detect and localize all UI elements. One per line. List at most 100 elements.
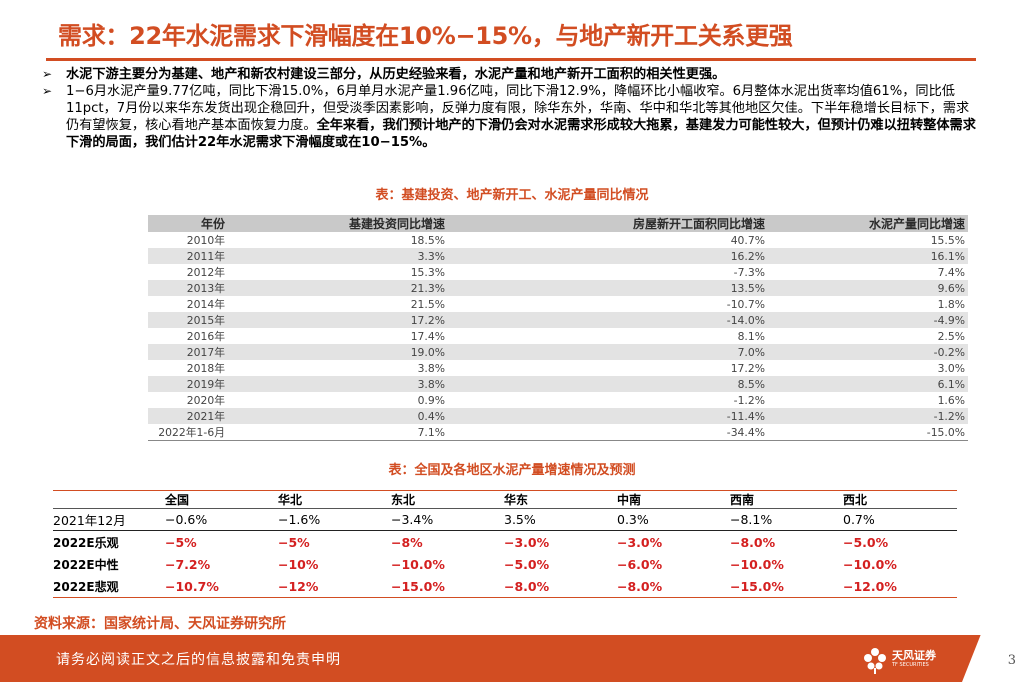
flower-logo-icon bbox=[864, 648, 886, 674]
table-row: 2018年 3.8% 17.2% 3.0% bbox=[148, 360, 968, 376]
housing-cell: -34.4% bbox=[448, 424, 768, 441]
row-label: 2022E乐观 bbox=[53, 535, 119, 550]
table-row: 2019年 3.8% 8.5% 6.1% bbox=[148, 376, 968, 392]
year-cell: 2022年1-6月 bbox=[148, 424, 228, 441]
column-header: 基建投资同比增速 bbox=[228, 215, 448, 232]
bullet-item: ➢ 1−6月水泥产量9.77亿吨，同比下滑15.0%，6月单月水泥产量1.96亿… bbox=[42, 83, 982, 151]
infra-cell: 0.4% bbox=[228, 408, 448, 424]
row-label: 2022E中性 bbox=[53, 557, 119, 572]
table-row: 2011年 3.3% 16.2% 16.1% bbox=[148, 248, 968, 264]
cement-cell: 1.8% bbox=[937, 297, 965, 311]
cement-cell: 7.4% bbox=[937, 265, 965, 279]
value-cell: −7.2% bbox=[165, 556, 211, 572]
value-cell: −8.1% bbox=[730, 508, 843, 531]
housing-cell: 16.2% bbox=[448, 248, 768, 264]
housing-cell: -10.7% bbox=[726, 297, 765, 311]
page-title: 需求：22年水泥需求下滑幅度在10%−15%，与地产新开工关系更强 bbox=[58, 22, 793, 50]
value-cell: −8% bbox=[391, 534, 423, 550]
table-row: 2014年 21.5% -10.7% 1.8% bbox=[148, 296, 968, 312]
value-cell: −3.0% bbox=[617, 534, 663, 550]
year-cell: 2021年 bbox=[148, 408, 228, 424]
table-growth-comparison: 年份 基建投资同比增速 房屋新开工面积同比增速 水泥产量同比增速 2010年 18… bbox=[148, 215, 968, 441]
page-number: 3 bbox=[1007, 653, 1016, 668]
bullet-list: ➢ 水泥下游主要分为基建、地产和新农村建设三部分，从历史经验来看，水泥产量和地产… bbox=[42, 66, 982, 151]
housing-cell: -1.2% bbox=[733, 393, 765, 407]
logo-name: 天风证券 bbox=[892, 649, 936, 662]
housing-cell: -14.0% bbox=[448, 312, 768, 328]
housing-cell: -7.3% bbox=[733, 265, 765, 279]
value-cell: −5.0% bbox=[843, 534, 889, 550]
year-cell: 2012年 bbox=[186, 266, 225, 279]
value-cell: −1.6% bbox=[278, 508, 391, 531]
year-cell: 2015年 bbox=[148, 312, 228, 328]
housing-cell: -11.4% bbox=[448, 408, 768, 424]
table-row: 2020年 0.9% -1.2% 1.6% bbox=[148, 392, 968, 408]
value-cell: −6.0% bbox=[617, 556, 663, 572]
value-cell: −12% bbox=[278, 575, 391, 598]
cement-cell: -15.0% bbox=[768, 424, 968, 441]
housing-cell: 8.5% bbox=[448, 376, 768, 392]
bullet-text: 水泥下游主要分为基建、地产和新农村建设三部分，从历史经验来看，水泥产量和地产新开… bbox=[66, 67, 726, 82]
column-header: 全国 bbox=[165, 490, 278, 509]
housing-cell: 13.5% bbox=[448, 280, 768, 296]
column-header: 年份 bbox=[148, 215, 228, 232]
housing-cell: 7.0% bbox=[448, 344, 768, 360]
arrow-bullet-icon: ➢ bbox=[42, 67, 53, 81]
value-cell: −10% bbox=[278, 556, 319, 572]
cement-cell: -1.2% bbox=[768, 408, 968, 424]
column-header: 西南 bbox=[730, 490, 843, 509]
year-cell: 2013年 bbox=[148, 280, 228, 296]
infra-cell: 3.8% bbox=[228, 376, 448, 392]
logo-subtitle: TF SECURITIES bbox=[892, 662, 929, 668]
infra-cell: 21.5% bbox=[410, 297, 445, 311]
source-note: 资料来源：国家统计局、天风证券研究所 bbox=[34, 616, 286, 632]
infra-cell: 21.3% bbox=[228, 280, 448, 296]
cement-cell: -4.9% bbox=[768, 312, 968, 328]
table-row: 2017年 19.0% 7.0% -0.2% bbox=[148, 344, 968, 360]
infra-cell: 7.1% bbox=[228, 424, 448, 441]
column-header: 西北 bbox=[843, 490, 957, 509]
bullet-text: 1−6月水泥产量9.77亿吨，同比下滑15.0%，6月单月水泥产量1.96亿吨，… bbox=[66, 84, 970, 133]
year-cell: 2018年 bbox=[186, 362, 225, 375]
infra-cell: 3.8% bbox=[417, 361, 445, 375]
table-row: 2015年 17.2% -14.0% -4.9% bbox=[148, 312, 968, 328]
table-row: 2012年 15.3% -7.3% 7.4% bbox=[148, 264, 968, 280]
value-cell: −3.4% bbox=[391, 508, 504, 531]
value-cell: −10.0% bbox=[730, 556, 784, 572]
value-cell: −0.6% bbox=[165, 508, 278, 531]
column-header: 中南 bbox=[617, 490, 730, 509]
table-row: 2021年12月 −0.6% −1.6% −3.4% 3.5% 0.3% −8.… bbox=[53, 508, 957, 531]
footer-bar: 请务必阅读正文之后的信息披露和免责申明 天风证券 TF SECURITIES 3 bbox=[0, 635, 1024, 682]
table1-caption: 表：基建投资、地产新开工、水泥产量同比情况 bbox=[375, 188, 649, 203]
cement-cell: 6.1% bbox=[768, 376, 968, 392]
table-row: 2022年1-6月 7.1% -34.4% -15.0% bbox=[148, 424, 968, 441]
table-row: 2022E乐观 −5% −5% −8% −3.0% −3.0% −8.0% −5… bbox=[53, 531, 957, 554]
table-row: 2022E中性 −7.2% −10% −10.0% −5.0% −6.0% −1… bbox=[53, 553, 957, 575]
year-cell: 2011年 bbox=[148, 248, 228, 264]
year-cell: 2010年 bbox=[186, 234, 225, 247]
bullet-item: ➢ 水泥下游主要分为基建、地产和新农村建设三部分，从历史经验来看，水泥产量和地产… bbox=[42, 66, 982, 83]
value-cell: −15.0% bbox=[391, 575, 504, 598]
bullet-text-bold: 全年来看，我们预计地产的下滑仍会对水泥需求形成较大拖累，基建发力可能性较大，但预… bbox=[66, 118, 976, 150]
column-header: 华东 bbox=[504, 490, 617, 509]
cement-cell: 9.6% bbox=[768, 280, 968, 296]
table-row: 2016年 17.4% 8.1% 2.5% bbox=[148, 328, 968, 344]
row-label: 2021年12月 bbox=[53, 508, 165, 531]
column-header: 华北 bbox=[278, 490, 391, 509]
infra-cell: 3.3% bbox=[228, 248, 448, 264]
infra-cell: 15.3% bbox=[410, 265, 445, 279]
column-header: 房屋新开工面积同比增速 bbox=[448, 215, 768, 232]
value-cell: −15.0% bbox=[730, 575, 843, 598]
value-cell: −5.0% bbox=[504, 556, 550, 572]
table-row: 2021年 0.4% -11.4% -1.2% bbox=[148, 408, 968, 424]
value-cell: −5% bbox=[278, 534, 310, 550]
table-row: 2010年 18.5% 40.7% 15.5% bbox=[148, 232, 968, 248]
infra-cell: 0.9% bbox=[417, 393, 445, 407]
housing-cell: 17.2% bbox=[730, 361, 765, 375]
value-cell: −10.7% bbox=[165, 575, 278, 598]
housing-cell: 8.1% bbox=[737, 329, 765, 343]
value-cell: −10.0% bbox=[843, 556, 897, 572]
value-cell: −8.0% bbox=[730, 534, 776, 550]
cement-cell: 16.1% bbox=[768, 248, 968, 264]
year-cell: 2020年 bbox=[186, 394, 225, 407]
